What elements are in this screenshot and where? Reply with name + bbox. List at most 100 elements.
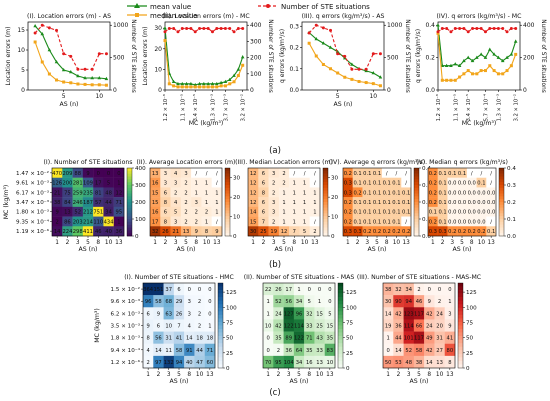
cell-value: 0.0 bbox=[468, 181, 476, 187]
colorbar-segment bbox=[323, 213, 328, 217]
cell-value: 49 bbox=[426, 336, 433, 342]
heatmap-cell bbox=[153, 355, 164, 369]
heatmap-cell bbox=[191, 226, 202, 237]
cell-value: 0.2 bbox=[448, 229, 456, 235]
cell-value: 52 bbox=[405, 348, 412, 354]
data-point bbox=[453, 78, 457, 82]
cell-value: 26 bbox=[176, 311, 183, 317]
heatmap-cell bbox=[343, 206, 353, 217]
heatmap-cell bbox=[211, 177, 223, 188]
colorbar-segment bbox=[225, 196, 230, 200]
cell-value: 5 bbox=[107, 181, 110, 187]
cell-value: 364 bbox=[143, 287, 154, 293]
colorbar-segment bbox=[218, 364, 223, 369]
cell-value: 48 bbox=[405, 360, 412, 366]
x-tick-label: 3 bbox=[287, 372, 291, 378]
heatmap-cell bbox=[476, 168, 487, 178]
cell-value: 0.1 bbox=[373, 171, 381, 177]
cell-value: 15 bbox=[152, 200, 159, 206]
heatmap-cell bbox=[52, 168, 63, 178]
heatmap-cell bbox=[447, 206, 458, 217]
data-point bbox=[436, 30, 440, 34]
cell-value: 2 bbox=[184, 200, 187, 206]
heatmap-cell bbox=[289, 216, 300, 227]
heatmap-cell bbox=[413, 331, 425, 344]
x-tick-label: 5 bbox=[86, 240, 90, 246]
y-tick-label: 10 bbox=[17, 47, 25, 54]
x-tick-label: 3.7 × 10⁻³ bbox=[223, 94, 229, 121]
heatmap-cell bbox=[283, 283, 295, 296]
cell-value: 40 bbox=[105, 229, 112, 235]
heatmap-cell bbox=[383, 307, 394, 320]
data-point bbox=[483, 30, 487, 34]
data-point bbox=[479, 26, 483, 30]
cell-value: 10 bbox=[165, 324, 172, 330]
x-tick-label: 10 bbox=[196, 372, 204, 378]
colorbar-segment bbox=[323, 216, 328, 220]
heatmap-cell bbox=[72, 197, 84, 208]
colorbar-segment bbox=[458, 286, 463, 291]
x-tick-label: 1 bbox=[266, 372, 270, 378]
heatmap-cell bbox=[457, 168, 468, 178]
heatmap-cell bbox=[150, 206, 161, 217]
colorbar-segment bbox=[338, 357, 343, 362]
colorbar-segment bbox=[323, 230, 328, 234]
data-point bbox=[210, 30, 214, 34]
cell-value: 2 bbox=[282, 181, 285, 187]
heatmap-cell bbox=[52, 177, 63, 188]
colorbar-segment bbox=[218, 336, 223, 340]
heatmap-cell bbox=[324, 331, 336, 344]
cell-value: 1 bbox=[205, 181, 208, 187]
cell-value: 0.1 bbox=[353, 171, 361, 177]
chart-c3: (III). Number of STE situations - MAS-MC… bbox=[357, 274, 481, 385]
data-point bbox=[54, 60, 59, 64]
legend-count-marker bbox=[266, 4, 270, 8]
x-tick-label: 1.2 × 10⁻⁶ bbox=[163, 94, 169, 121]
cell-value: 127 bbox=[284, 311, 294, 317]
x-tick-label: 10 bbox=[393, 240, 401, 246]
cell-value: 214 bbox=[83, 219, 94, 225]
cell-value: 3 bbox=[272, 171, 275, 177]
colorbar-segment bbox=[225, 179, 230, 183]
heatmap-cell bbox=[163, 295, 175, 308]
colorbar-segment bbox=[218, 329, 223, 333]
cell-value: 46 bbox=[95, 229, 102, 235]
colorbar-segment bbox=[323, 227, 328, 231]
heatmap-cell bbox=[93, 206, 104, 217]
heatmap-cell bbox=[258, 168, 269, 178]
colorbar-segment bbox=[218, 314, 223, 319]
y-tick-label: 10 bbox=[154, 66, 162, 73]
heatmap-cell bbox=[391, 206, 402, 217]
heatmap-cell bbox=[170, 197, 182, 208]
heatmap-cell bbox=[258, 177, 269, 188]
colorbar-segment bbox=[127, 219, 132, 223]
y-axis-label: Location errors (m) bbox=[142, 26, 149, 85]
colorbar-segment bbox=[225, 213, 230, 217]
cell-value: 5 bbox=[303, 229, 306, 235]
colorbar-tick-label: 125 bbox=[346, 290, 357, 296]
colorbar-segment bbox=[458, 346, 463, 351]
colorbar-segment bbox=[499, 233, 504, 237]
chart-a4: (IV). q errors (kg/m³/s) - MC 0.0 0.2 0.4 0 2… bbox=[415, 13, 546, 127]
colorbar-segment bbox=[499, 176, 504, 180]
colorbar-segment bbox=[458, 311, 463, 316]
heatmap-cell bbox=[381, 206, 392, 217]
heatmap-cell bbox=[113, 177, 125, 188]
heatmap-cell bbox=[150, 168, 161, 178]
heatmap-cell bbox=[201, 197, 212, 208]
cell-value: 12 bbox=[116, 190, 123, 196]
colorbar-segment bbox=[225, 233, 230, 237]
data-point bbox=[90, 67, 94, 71]
cell-value: 0.2 bbox=[429, 181, 437, 187]
cell-value: 2 bbox=[205, 210, 208, 216]
cell-value: 4 bbox=[174, 200, 178, 206]
cell-value: 30 bbox=[385, 299, 392, 305]
heatmap-cell bbox=[372, 197, 383, 208]
x-tick-label: 8 bbox=[470, 240, 474, 246]
x-tick-label: 2 bbox=[397, 372, 401, 378]
heatmap-cell bbox=[434, 343, 445, 357]
data-point bbox=[172, 84, 176, 88]
data-point bbox=[371, 52, 375, 56]
data-point bbox=[197, 81, 202, 86]
colorbar-segment bbox=[458, 300, 463, 305]
